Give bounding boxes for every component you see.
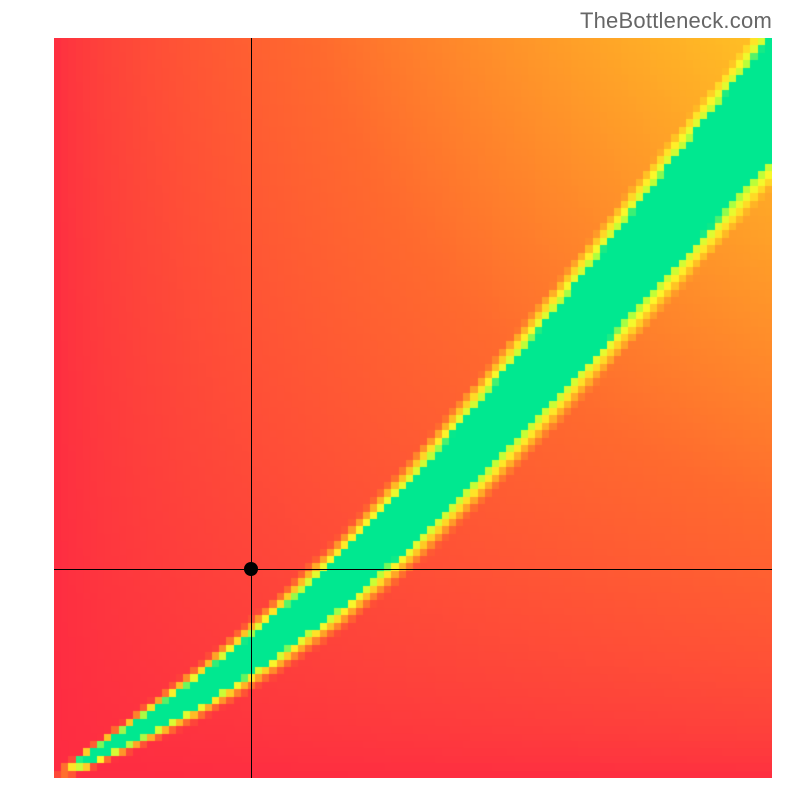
crosshair-vertical — [251, 38, 252, 778]
marker-point — [244, 562, 258, 576]
heatmap-canvas — [54, 38, 772, 778]
heatmap-plot — [54, 38, 772, 778]
watermark-text: TheBottleneck.com — [580, 8, 772, 34]
crosshair-horizontal — [54, 569, 772, 570]
